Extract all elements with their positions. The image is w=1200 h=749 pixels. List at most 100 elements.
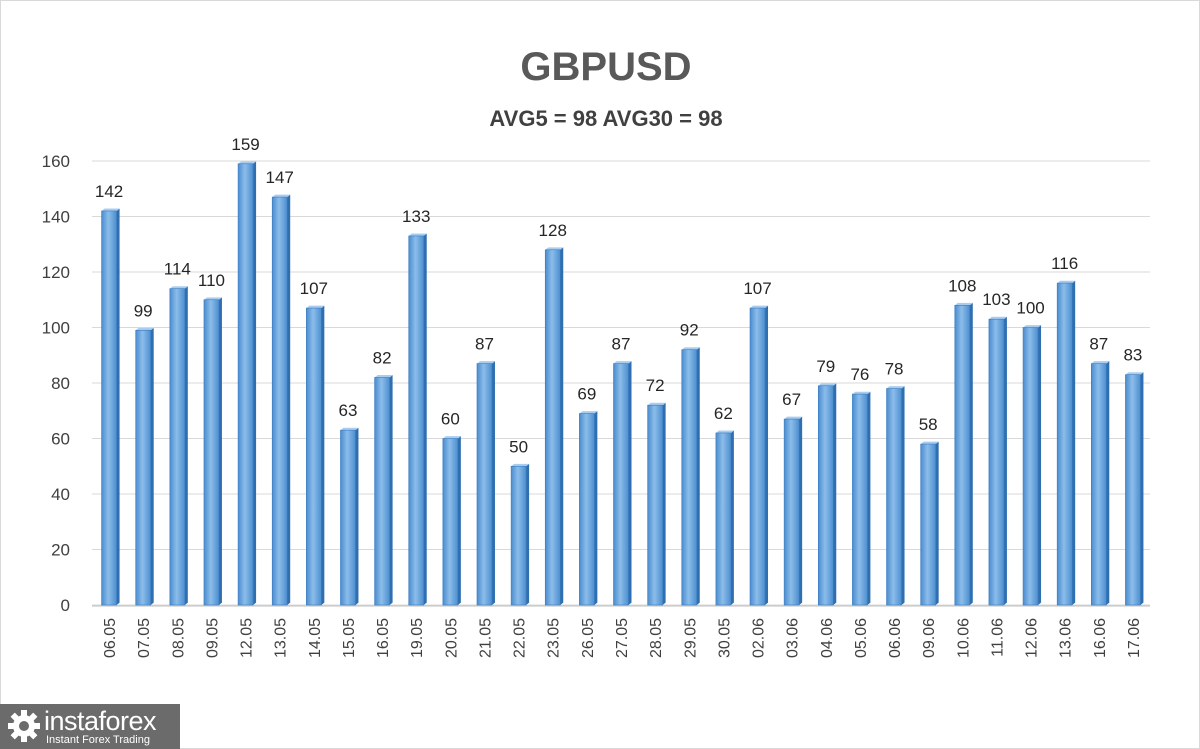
bar-front bbox=[544, 249, 561, 606]
bar-top bbox=[988, 316, 1007, 320]
data-label: 108 bbox=[948, 276, 976, 295]
bar-top bbox=[203, 297, 222, 300]
bar-top bbox=[954, 302, 973, 306]
bar bbox=[340, 427, 359, 606]
y-tick-label: 160 bbox=[42, 152, 70, 171]
chart-title: GBPUSD bbox=[520, 45, 691, 89]
x-tick-label: 09.06 bbox=[921, 618, 938, 658]
bar-top bbox=[272, 194, 291, 198]
bar-front bbox=[340, 429, 356, 606]
bar-side bbox=[867, 391, 871, 605]
y-tick-label: 0 bbox=[61, 596, 70, 615]
bar bbox=[613, 361, 632, 606]
bar-front bbox=[1022, 327, 1039, 606]
bar bbox=[749, 305, 769, 606]
x-tick-label: 08.05 bbox=[170, 618, 187, 658]
bar-side bbox=[287, 194, 291, 606]
bar-side bbox=[833, 383, 837, 605]
bar bbox=[1022, 325, 1042, 606]
bar-front bbox=[920, 443, 936, 606]
x-tick-label: 15.05 bbox=[341, 618, 358, 658]
bar-top bbox=[681, 347, 700, 350]
gear-logo-icon bbox=[8, 710, 40, 742]
bar-side bbox=[696, 347, 700, 605]
bar bbox=[408, 233, 427, 606]
data-label: 78 bbox=[885, 360, 904, 379]
bar bbox=[271, 194, 291, 606]
data-label: 103 bbox=[982, 290, 1010, 309]
bar bbox=[681, 347, 700, 606]
bar-front bbox=[237, 163, 254, 606]
bar-side bbox=[389, 375, 393, 605]
bar-front bbox=[954, 304, 971, 606]
bar bbox=[1056, 280, 1076, 606]
bar-front bbox=[817, 385, 834, 606]
bar-side bbox=[184, 286, 188, 605]
bar-front bbox=[101, 210, 117, 606]
x-tick-label: 21.05 bbox=[477, 618, 494, 658]
brand-name: instaforex bbox=[44, 706, 157, 736]
data-label: 133 bbox=[402, 207, 430, 226]
bar bbox=[169, 286, 188, 606]
bar-top bbox=[238, 161, 257, 164]
x-tick-label: 12.06 bbox=[1024, 618, 1041, 658]
bar-top bbox=[169, 286, 188, 289]
bar-side bbox=[901, 386, 905, 605]
data-label: 79 bbox=[816, 357, 835, 376]
bar-front bbox=[852, 393, 868, 606]
bar-side bbox=[1003, 316, 1007, 605]
data-label: 100 bbox=[1016, 299, 1044, 318]
data-label: 128 bbox=[539, 221, 567, 240]
bar-top bbox=[715, 430, 734, 433]
y-tick-label: 100 bbox=[42, 319, 70, 338]
bar bbox=[920, 441, 939, 606]
x-tick-label: 07.05 bbox=[136, 618, 153, 658]
bar-side bbox=[1072, 280, 1076, 605]
bar-front bbox=[783, 418, 800, 606]
bar-front bbox=[169, 288, 186, 606]
chart-subtitle: AVG5 = 98 AVG30 = 98 bbox=[489, 106, 722, 131]
bar-front bbox=[306, 307, 322, 606]
bar-top bbox=[818, 383, 837, 386]
data-label: 114 bbox=[164, 260, 191, 279]
y-tick-label: 60 bbox=[51, 430, 70, 449]
x-axis: 06.05 07.05 08.05 09.05 12.05 13.05 14.05 15.05… bbox=[102, 618, 1143, 658]
bar-top bbox=[1125, 372, 1144, 375]
x-tick-label: 06.05 bbox=[102, 618, 119, 658]
bars: 142 99 114 110 159 147 107 63 82 133 60 87 50 128 69 87… bbox=[95, 135, 1144, 606]
bar-top bbox=[1023, 325, 1042, 328]
bar bbox=[476, 361, 495, 606]
bar-side bbox=[526, 463, 530, 605]
data-label: 142 bbox=[95, 182, 123, 201]
bar bbox=[817, 383, 837, 606]
bar bbox=[647, 402, 666, 606]
data-label: 87 bbox=[1089, 335, 1108, 354]
bar-side bbox=[799, 416, 803, 605]
bar-top bbox=[135, 327, 154, 331]
bar bbox=[544, 247, 564, 606]
bar-top bbox=[1057, 280, 1076, 284]
data-label: 67 bbox=[782, 390, 801, 409]
bar-top bbox=[784, 416, 803, 420]
bar-top bbox=[647, 402, 666, 406]
bar-top bbox=[511, 463, 530, 467]
bar bbox=[1125, 372, 1144, 606]
x-tick-label: 10.06 bbox=[955, 618, 972, 658]
bar-front bbox=[442, 438, 459, 606]
bar-side bbox=[423, 233, 427, 605]
data-label: 82 bbox=[373, 348, 392, 367]
brand-tagline: Instant Forex Trading bbox=[46, 734, 150, 746]
x-tick-label: 11.06 bbox=[989, 618, 1006, 657]
data-label: 87 bbox=[475, 335, 494, 354]
data-label: 110 bbox=[198, 271, 225, 290]
bar-side bbox=[150, 327, 154, 605]
x-tick-label: 26.05 bbox=[580, 618, 597, 658]
data-label: 147 bbox=[266, 168, 294, 187]
bar bbox=[579, 411, 598, 606]
x-tick-label: 03.06 bbox=[785, 618, 802, 658]
bar-side bbox=[628, 361, 632, 605]
bar-side bbox=[765, 305, 769, 605]
bar-top bbox=[306, 305, 325, 309]
x-tick-label: 14.05 bbox=[307, 618, 324, 658]
